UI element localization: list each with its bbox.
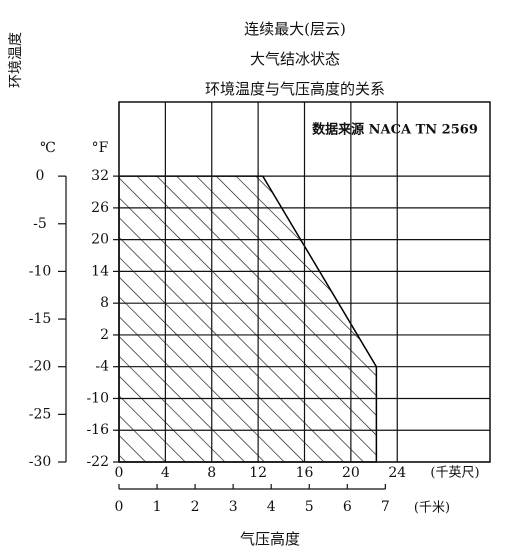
y2-unit: ℃ bbox=[40, 140, 56, 156]
y2-tick-label: -25 bbox=[29, 406, 52, 422]
x2-tick-label: 5 bbox=[305, 499, 314, 515]
x-unit: (千英尺) bbox=[430, 466, 479, 481]
x-tick-label: 16 bbox=[296, 465, 314, 481]
x2-tick-label: 3 bbox=[229, 499, 238, 515]
y-tick-label: 8 bbox=[100, 295, 109, 311]
x-tick-label: 12 bbox=[249, 465, 267, 481]
x-tick-label: 4 bbox=[161, 465, 170, 481]
y-tick-label: -16 bbox=[86, 422, 109, 438]
x2-unit: (千米) bbox=[414, 501, 450, 516]
y-axis-label: 环境温度 bbox=[8, 32, 24, 88]
x-tick-label: 20 bbox=[342, 465, 360, 481]
x2-tick-label: 7 bbox=[381, 499, 390, 515]
y-tick-label: 14 bbox=[91, 263, 109, 279]
y2-tick-label: -20 bbox=[29, 359, 52, 375]
y-tick-label: -10 bbox=[86, 390, 109, 406]
x-tick-label: 24 bbox=[388, 465, 406, 481]
x2-tick-label: 4 bbox=[267, 499, 276, 515]
x-tick-label: 8 bbox=[207, 465, 216, 481]
y-tick-label: 32 bbox=[91, 168, 109, 184]
x2-tick-label: 0 bbox=[115, 499, 124, 515]
y2-tick-label: -10 bbox=[29, 263, 52, 279]
chart-title: 环境温度与气压高度的关系 bbox=[205, 80, 385, 98]
chart-title: 连续最大(层云) bbox=[244, 20, 346, 38]
x2-tick-label: 2 bbox=[191, 499, 200, 515]
annotation: 数据来源 NACA TN 2569 bbox=[312, 122, 478, 138]
x2-tick-label: 1 bbox=[153, 499, 162, 515]
y-tick-label: 2 bbox=[100, 327, 109, 343]
chart-title: 大气结冰状态 bbox=[250, 50, 340, 68]
y-unit: °F bbox=[92, 140, 109, 156]
area bbox=[118, 175, 378, 463]
y2-tick-label: 0 bbox=[36, 168, 45, 184]
y-tick-label: 20 bbox=[91, 232, 109, 248]
y-tick-label: -4 bbox=[95, 359, 109, 375]
y2-tick-label: -15 bbox=[29, 311, 52, 327]
y2-tick-label: -5 bbox=[33, 216, 47, 232]
x-tick-label: 0 bbox=[115, 465, 124, 481]
y2-tick-label: -30 bbox=[29, 454, 52, 470]
y-tick-label: -22 bbox=[86, 454, 109, 470]
x2-tick-label: 6 bbox=[343, 499, 352, 515]
x-axis-label: 气压高度 bbox=[240, 530, 300, 548]
y-tick-label: 26 bbox=[91, 200, 109, 216]
